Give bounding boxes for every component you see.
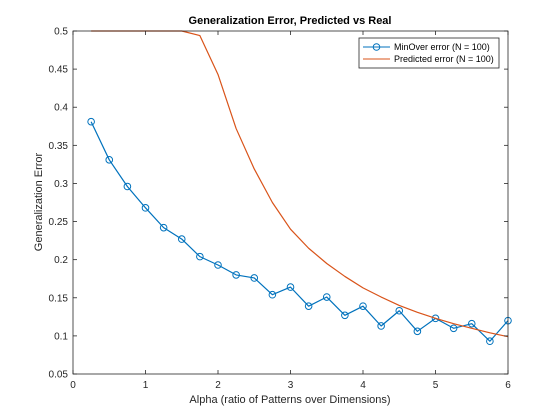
y-tick-label: 0.15 <box>49 293 69 304</box>
y-tick-label: 0.05 <box>49 370 69 381</box>
x-axis-label: Alpha (ratio of Patterns over Dimensions… <box>189 394 390 406</box>
y-tick-label: 0.25 <box>49 217 69 228</box>
x-tick-label: 0 <box>70 380 76 391</box>
data-point-minover <box>341 311 349 320</box>
y-tick-label: 0.45 <box>49 65 69 76</box>
data-point-minover <box>87 117 95 126</box>
y-axis-label: Generalization Error <box>33 152 45 251</box>
y-tick-label: 0.1 <box>54 331 68 342</box>
x-tick-label: 3 <box>288 380 294 391</box>
y-tick-label: 0.35 <box>49 141 69 152</box>
x-tick-label: 6 <box>505 380 511 391</box>
data-point-minover <box>486 337 494 346</box>
legend-box <box>358 37 500 69</box>
chart-title: Generalization Error, Predicted vs Real <box>189 15 392 27</box>
data-point-minover <box>141 204 150 212</box>
data-point-minover <box>268 290 277 299</box>
data-point-minover <box>377 322 385 330</box>
y-tick-label: 0.4 <box>54 103 68 114</box>
legend-label-predicted: Predicted error (N = 100) <box>394 54 494 64</box>
x-tick-label: 2 <box>215 380 221 391</box>
data-point-minover <box>196 252 204 261</box>
legend: MinOver error (N = 100) Predicted error … <box>358 37 500 69</box>
data-point-minover <box>286 283 295 291</box>
data-point-minover <box>232 271 240 279</box>
data-point-minover <box>177 235 186 243</box>
data-point-minover <box>467 319 476 328</box>
data-point-minover <box>105 156 114 164</box>
data-point-minover <box>413 327 422 336</box>
legend-label-minover: MinOver error (N = 100) <box>394 42 490 52</box>
x-tick-label: 5 <box>433 380 439 391</box>
data-point-minover <box>123 182 132 191</box>
data-point-minover <box>322 293 331 301</box>
x-tick-label: 1 <box>143 380 149 391</box>
y-tick-label: 0.5 <box>54 27 68 38</box>
data-point-minover <box>359 302 367 310</box>
legend-swatch-minover-marker <box>372 43 381 51</box>
data-point-minover <box>214 261 222 269</box>
data-point-minover <box>159 223 168 232</box>
data-point-minover <box>304 302 313 310</box>
y-tick-label: 0.2 <box>54 255 68 266</box>
data-point-minover <box>250 274 259 282</box>
x-tick-label: 4 <box>360 380 366 391</box>
plot-area <box>73 31 508 374</box>
ticks-layer: 0 1 2 3 4 5 6 0.05 0.1 0.15 0.2 0.25 0.3 0.35 0.4 0.45 0… <box>49 27 512 392</box>
data-point-minover <box>431 314 440 323</box>
data-point-minover <box>449 324 458 333</box>
y-tick-label: 0.3 <box>54 179 68 190</box>
data-point-minover <box>395 306 404 315</box>
